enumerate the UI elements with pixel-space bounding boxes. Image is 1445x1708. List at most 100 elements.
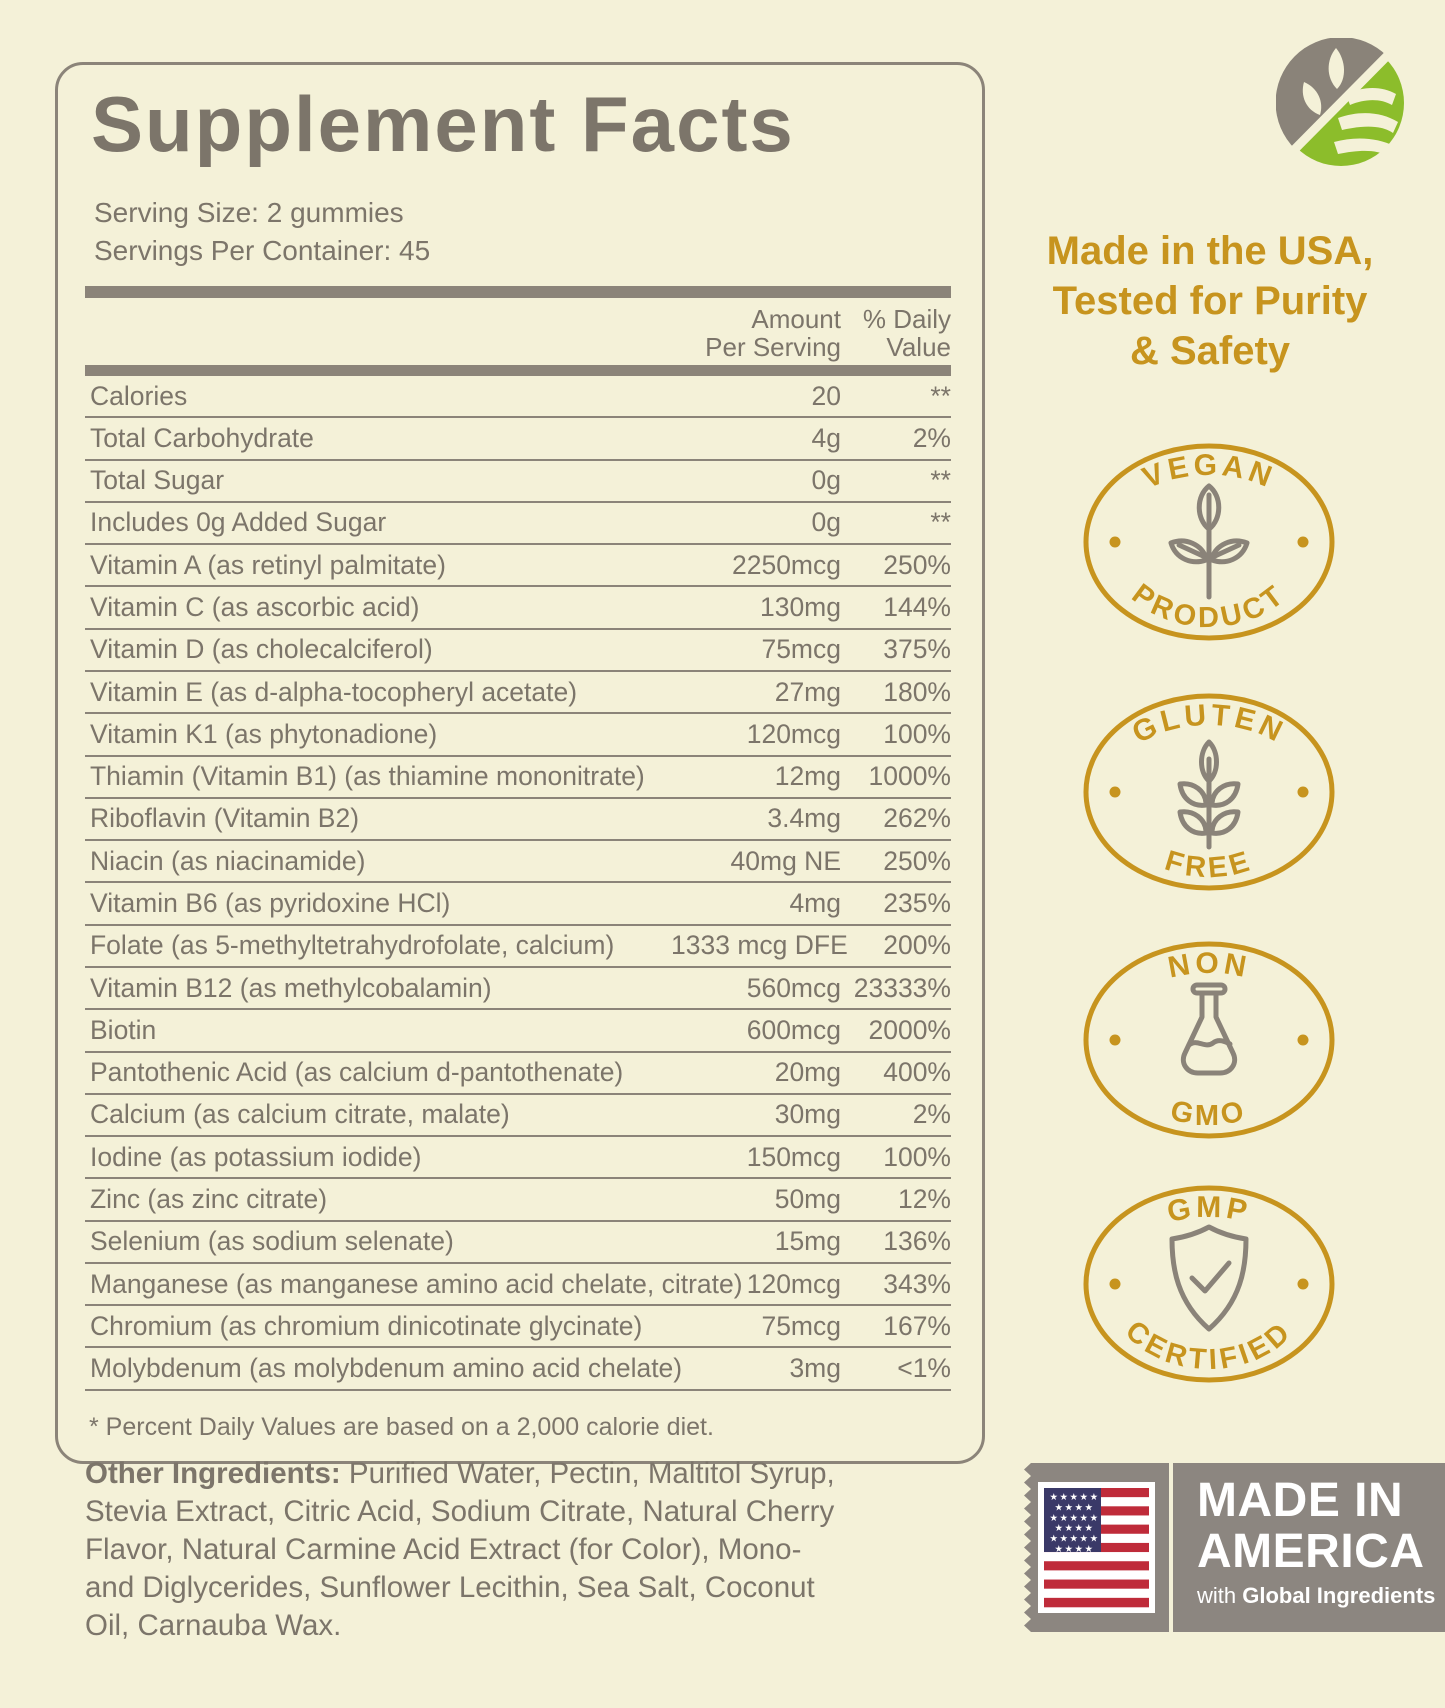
usa-tagline-line: Tested for Purity (1052, 279, 1368, 323)
made-in-sub-bold: Global Ingredients (1242, 1583, 1436, 1608)
nutrient-dv: ** (930, 380, 951, 411)
table-row: Iodine (as potassium iodide) 150mcg 100% (85, 1137, 951, 1180)
badge-gmp-certified: GMP CERTIFIED (1080, 1183, 1338, 1385)
flask-icon (1180, 982, 1238, 1076)
nutrient-amount: 0g (811, 507, 841, 538)
nutrient-dv: 1000% (868, 761, 951, 792)
other-ingredients-line: Stevia Extract, Citric Acid, Sodium Citr… (85, 1495, 835, 1528)
table-row: Total Carbohydrate 4g 2% (85, 418, 951, 461)
usa-tagline-line: & Safety (1129, 329, 1291, 373)
nutrient-name: Total Sugar (90, 465, 225, 496)
nutrient-dv: 375% (883, 634, 951, 665)
plant-icon (1168, 483, 1250, 600)
nutrient-dv: 235% (883, 888, 951, 919)
column-header-amount: Amount Per Serving (705, 304, 841, 362)
svg-text:NON: NON (1165, 947, 1252, 985)
nutrient-amount: 130mg (759, 592, 841, 623)
shield-check-icon (1169, 1224, 1249, 1332)
daily-value-footnote: * Percent Daily Values are based on a 2,… (89, 1413, 714, 1441)
nutrient-amount: 50mg (774, 1183, 841, 1214)
nutrient-name: Chromium (as chromium dinicotinate glyci… (90, 1310, 643, 1341)
nutrient-name: Molybdenum (as molybdenum amino acid che… (90, 1353, 683, 1384)
nutrient-dv: 262% (883, 803, 951, 834)
nutrient-amount: 20mg (774, 1057, 841, 1088)
nutrient-name: Zinc (as zinc citrate) (90, 1183, 328, 1214)
leaf-circle-logo-icon (1276, 38, 1404, 166)
nutrient-amount: 560mcg (746, 972, 841, 1003)
nutrient-amount: 1333 mcg DFE (671, 930, 848, 961)
nutrient-amount: 30mg (774, 1099, 841, 1130)
nutrient-dv: 23333% (853, 972, 951, 1003)
nutrient-name: Vitamin A (as retinyl palmitate) (90, 549, 446, 580)
nutrient-amount: 2250mcg (731, 549, 841, 580)
table-row: Molybdenum (as molybdenum amino acid che… (85, 1348, 951, 1391)
other-ingredients-line: and Diglycerides, Sunflower Lecithin, Se… (85, 1571, 815, 1604)
nutrient-name: Calories (90, 380, 188, 411)
table-row: Pantothenic Acid (as calcium d-pantothen… (85, 1053, 951, 1095)
nutrient-dv: <1% (897, 1353, 951, 1384)
nutrient-name: Pantothenic Acid (as calcium d-pantothen… (90, 1057, 624, 1088)
svg-text:★★★★★: ★★★★★ (1050, 1492, 1100, 1503)
nutrient-name: Thiamin (Vitamin B1) (as thiamine mononi… (90, 761, 645, 792)
table-row: Chromium (as chromium dinicotinate glyci… (85, 1306, 951, 1349)
table-row: Vitamin B12 (as methylcobalamin) 560mcg 23… (85, 968, 951, 1011)
table-row: Zinc (as zinc citrate) 50mg 12% (85, 1179, 951, 1222)
servings-per-container: Servings Per Container: 45 (94, 235, 431, 266)
nutrient-dv: 12% (897, 1183, 951, 1214)
svg-text:★★★★: ★★★★ (1055, 1523, 1095, 1534)
table-row: Vitamin C (as ascorbic acid) 130mg 144% (85, 587, 951, 630)
panel-title: Supplement Facts (91, 80, 795, 168)
facts-table: Calories 20 ** Total Carbohydrate 4g 2% Total … (85, 376, 951, 1391)
nutrient-dv: 136% (883, 1226, 951, 1257)
svg-text:GMP: GMP (1165, 1191, 1254, 1229)
nutrient-name: Vitamin E (as d-alpha-tocopheryl acetate… (90, 676, 578, 707)
nutrient-name: Includes 0g Added Sugar (90, 507, 387, 538)
nutrient-name: Niacin (as niacinamide) (90, 845, 366, 876)
table-row: Vitamin D (as cholecalciferol) 75mcg 375% (85, 630, 951, 672)
nutrient-amount: 12mg (774, 761, 841, 792)
table-row: Vitamin E (as d-alpha-tocopheryl acetate… (85, 672, 951, 715)
nutrient-dv: 100% (883, 718, 951, 749)
nutrient-amount: 4g (811, 422, 841, 453)
nutrient-name: Vitamin B12 (as methylcobalamin) (90, 972, 492, 1003)
nutrient-amount: 150mcg (746, 1141, 841, 1172)
nutrient-amount: 0g (811, 465, 841, 496)
svg-text:GMO: GMO (1167, 1095, 1250, 1132)
nutrient-dv: ** (930, 465, 951, 496)
divider-bar-header (85, 365, 951, 376)
table-header-spacer (85, 305, 641, 361)
nutrient-amount: 600mcg (746, 1014, 841, 1045)
wheat-icon (1177, 739, 1241, 850)
usa-tagline-line: Made in the USA, (1046, 229, 1374, 273)
other-ingredients: Other Ingredients: Purified Water, Pecti… (85, 1455, 905, 1645)
nutrient-dv: 250% (883, 845, 951, 876)
nutrient-amount: 15mg (774, 1226, 841, 1257)
svg-text:★★★★★: ★★★★★ (1050, 1513, 1100, 1524)
nutrient-name: Riboflavin (Vitamin B2) (90, 803, 360, 834)
divider-bar-top (85, 286, 951, 298)
nutrient-amount: 75mcg (761, 1310, 841, 1341)
nutrient-name: Total Carbohydrate (90, 422, 314, 453)
table-row: Total Sugar 0g ** (85, 461, 951, 503)
nutrient-dv: 2% (912, 1099, 951, 1130)
column-header-daily-value: % Daily Value (862, 304, 951, 362)
svg-text:★★★★: ★★★★ (1055, 1544, 1095, 1555)
table-row: Vitamin K1 (as phytonadione) 120mcg 100% (85, 714, 951, 757)
table-row: Calcium (as calcium citrate, malate) 30mg… (85, 1095, 951, 1138)
badge-non-gmo: NON GMO (1080, 939, 1338, 1141)
us-flag-icon: ★★★★★★★★★★★★★★★★★★★★★★★★★★★ (1024, 1463, 1169, 1632)
table-row: Vitamin A (as retinyl palmitate) 2250mcg 2… (85, 545, 951, 588)
svg-text:★★★★★: ★★★★★ (1050, 1534, 1100, 1545)
nutrient-name: Iodine (as potassium iodide) (90, 1141, 422, 1172)
made-in-line2: AMERICA (1197, 1525, 1425, 1578)
table-row: Biotin 600mcg 2000% (85, 1010, 951, 1053)
other-ingredients-line: Flavor, Natural Carmine Acid Extract (fo… (85, 1533, 802, 1566)
nutrient-dv: 343% (883, 1268, 951, 1299)
nutrient-dv: 250% (883, 549, 951, 580)
table-header: Amount Per Serving % Daily Value (85, 305, 951, 361)
svg-text:FREE: FREE (1161, 845, 1256, 885)
nutrient-amount: 120mcg (746, 1268, 841, 1299)
nutrient-name: Calcium (as calcium citrate, malate) (90, 1099, 510, 1130)
table-row: Includes 0g Added Sugar 0g ** (85, 503, 951, 546)
